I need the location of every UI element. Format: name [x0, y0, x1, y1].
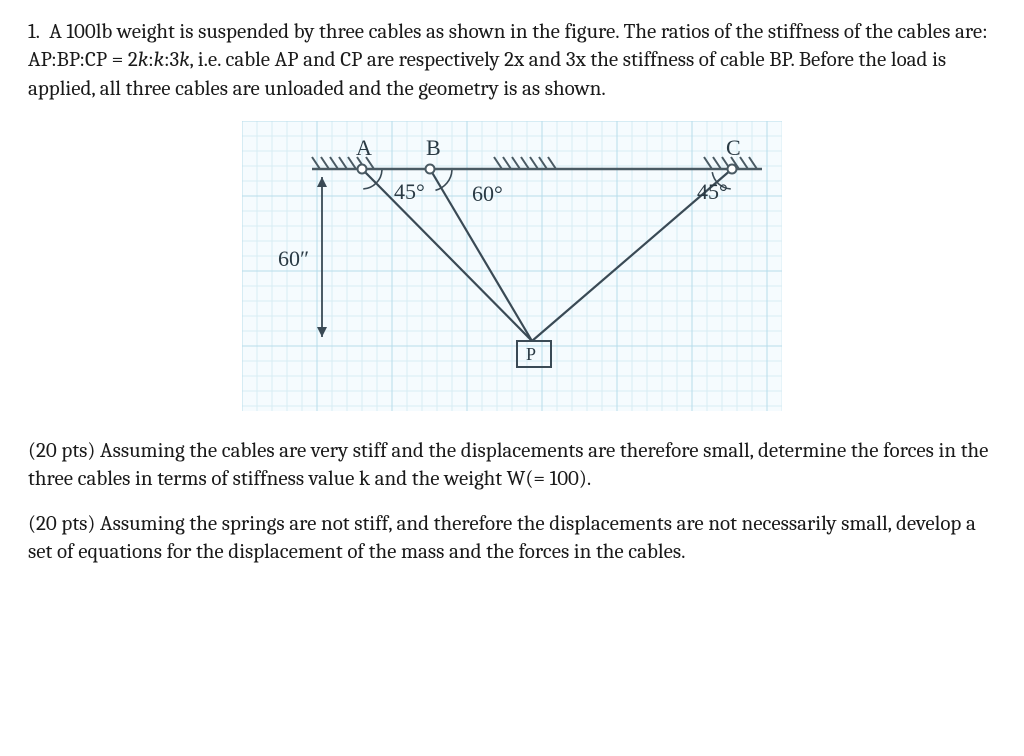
svg-text:C: C — [726, 135, 741, 160]
svg-text:B: B — [426, 135, 441, 160]
svg-text:60″: 60″ — [278, 246, 309, 271]
cable-figure: 45° 60° 45° A B C P 60″ — [242, 121, 782, 415]
sep-2: :3 — [164, 48, 179, 72]
figure-svg: 45° 60° 45° A B C P 60″ — [242, 121, 782, 411]
svg-text:A: A — [356, 135, 372, 160]
page: 1. A 100lb weight is suspended by three … — [0, 0, 1024, 756]
part-b: (20 pts) Assuming the springs are not st… — [28, 510, 996, 567]
part-a-text-2: and the weight W(= 100). — [370, 467, 591, 491]
italic-k-2: k — [154, 48, 164, 72]
problem-statement: 1. A 100lb weight is suspended by three … — [28, 18, 996, 103]
part-a: (20 pts) Assuming the cables are very st… — [28, 437, 996, 494]
problem-number: 1. — [28, 20, 40, 44]
svg-text:P: P — [526, 344, 536, 364]
italic-k-1: k — [138, 48, 148, 72]
part-b-text: (20 pts) Assuming the springs are not st… — [28, 512, 976, 564]
part-a-kvar: k — [359, 467, 370, 491]
italic-k-3: k — [179, 48, 189, 72]
svg-text:60°: 60° — [472, 181, 503, 206]
figure-container: 45° 60° 45° A B C P 60″ — [28, 121, 996, 415]
svg-text:45°: 45° — [697, 179, 728, 204]
svg-text:45°: 45° — [394, 179, 425, 204]
